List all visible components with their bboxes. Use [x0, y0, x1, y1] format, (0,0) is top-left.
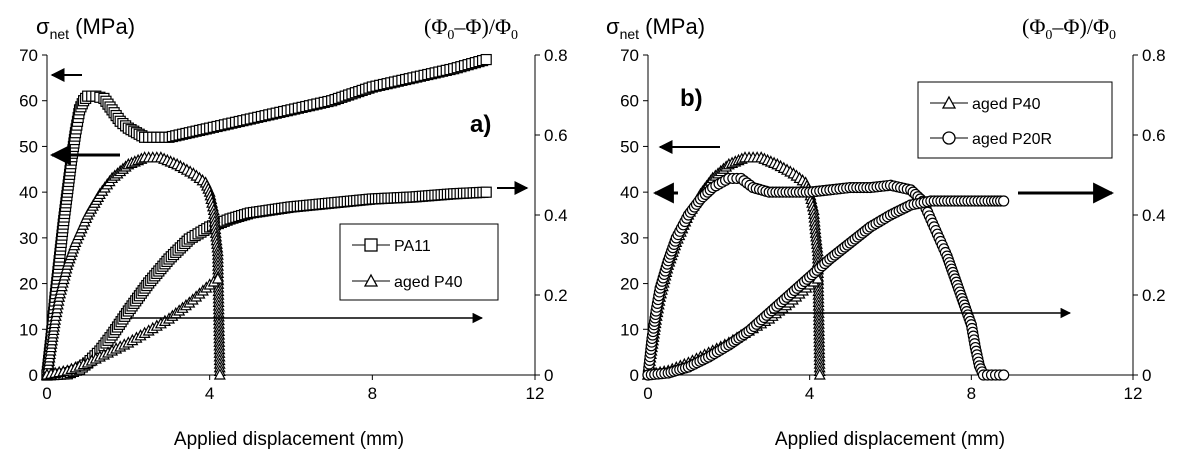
legend-item-aged-p20r: aged P20R	[930, 131, 1052, 148]
panel-a-left-tick-label: 30	[19, 229, 38, 248]
panel-a-label: a)	[470, 111, 491, 138]
panel-a-series-pa11-left-point	[480, 53, 492, 66]
panel-a-left-tick-label: 60	[19, 92, 38, 111]
panel-b-right-tick-label: 0.4	[1142, 206, 1166, 225]
panel-b-annotation-arrows	[652, 140, 1115, 319]
panel-b-right-tick-label: 0.6	[1142, 126, 1166, 145]
legend-label-aged-p40: aged P40	[972, 96, 1041, 113]
legend-label-aged-p40: aged P40	[394, 274, 463, 291]
panel-a-left-axis-title: σnet (MPa)	[36, 14, 135, 42]
panel-a-x-tick-label: 12	[526, 384, 545, 403]
panel-b-left-tick-label: 40	[620, 183, 639, 202]
panel-a-series-aged-p40-right	[41, 272, 224, 380]
panel-b-left-axis-title: σnet (MPa)	[606, 14, 705, 42]
legend-item-pa11: PA11	[352, 238, 431, 255]
legend-label-pa11: PA11	[394, 238, 431, 255]
panel-b-left-tick-label: 70	[620, 46, 639, 65]
panel-a-left-tick-label: 20	[19, 275, 38, 294]
panel-b-left-tick-label: 20	[620, 275, 639, 294]
panel-a-legend: PA11 aged P40	[339, 223, 499, 301]
panel-a-right-tick-label: 0.4	[544, 206, 568, 225]
panel-a-right-tick-label: 0.2	[544, 286, 568, 305]
legend-label-aged-p20r: aged P20R	[972, 131, 1052, 148]
panel-b-series-aged-p40-left-point	[813, 368, 826, 380]
panel-b-x-axis-title: Applied displacement (mm)	[775, 429, 1005, 450]
panel-a-x-tick-label: 4	[205, 384, 214, 403]
panel-b-legend: aged P40 aged P20R	[917, 81, 1113, 159]
panel-a-x-axis-title: Applied displacement (mm)	[174, 429, 404, 450]
panel-b-x-tick-label: 4	[805, 384, 814, 403]
panel-b-series-aged-p20r-right	[642, 195, 1010, 381]
panel-b-series-aged-p20r-right-line	[647, 200, 1004, 376]
panel-b-chart: σnet (MPa) (Φ0–Φ)/Φ0 b) Applied displace…	[606, 14, 1166, 450]
panel-b-left-tick-label: 10	[620, 320, 639, 339]
panel-b-label: b)	[680, 85, 703, 112]
panel-a-x-tick-label: 0	[42, 384, 51, 403]
panel-b-left-tick-label: 50	[620, 137, 639, 156]
panel-b-x-tick-label: 0	[643, 384, 652, 403]
panel-a-series-aged-p40-right-point	[211, 272, 224, 284]
panel-b-left-tick-label: 0	[630, 366, 639, 385]
panel-a-series-aged-p40-left-point	[213, 368, 226, 380]
legend-item-aged-p40: aged P40	[930, 95, 1041, 113]
panel-a-left-tick-label: 10	[19, 320, 38, 339]
panel-b-series-aged-p20r-left-point	[998, 369, 1010, 381]
panel-a-right-tick-label: 0.6	[544, 126, 568, 145]
panel-b-right-axis-title: (Φ0–Φ)/Φ0	[1022, 14, 1116, 43]
panel-b-right-tick-label: 0.2	[1142, 286, 1166, 305]
panel-b-series-aged-p20r-left	[642, 172, 1010, 381]
panel-a-right-tick-label: 0	[544, 366, 553, 385]
panel-a-chart: σnet (MPa) (Φ0–Φ)/Φ0 a) Applied displace…	[19, 14, 568, 450]
panel-b-right-tick-label: 0.8	[1142, 46, 1166, 65]
panel-a-left-tick-label: 70	[19, 46, 38, 65]
panel-a-x-tick-label: 8	[368, 384, 377, 403]
panel-a-right-tick-label: 0.8	[544, 46, 568, 65]
panel-b-left-tick-label: 60	[620, 92, 639, 111]
panel-a-left-tick-label: 0	[29, 366, 38, 385]
panel-a-left-tick-label: 40	[19, 183, 38, 202]
panel-a-left-tick-label: 50	[19, 137, 38, 156]
panel-b-series-aged-p20r-right-point	[998, 195, 1010, 207]
legend-item-aged-p40: aged P40	[352, 273, 463, 291]
panel-b-left-tick-label: 30	[620, 229, 639, 248]
panel-b-x-tick-label: 12	[1124, 384, 1143, 403]
panel-a-right-axis-title: (Φ0–Φ)/Φ0	[424, 14, 518, 43]
panel-b-right-tick-label: 0	[1142, 366, 1151, 385]
panel-b-x-tick-label: 8	[967, 384, 976, 403]
panel-a-series-pa11-right-point	[480, 186, 492, 198]
panel-a-annotation-arrows	[49, 68, 529, 324]
